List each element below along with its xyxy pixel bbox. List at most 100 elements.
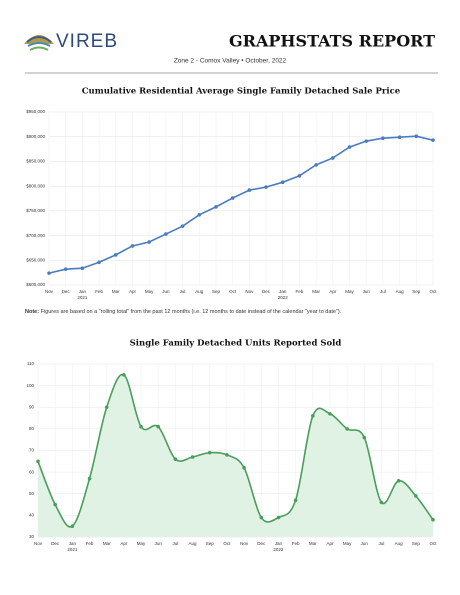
x-tick-label: Oct xyxy=(429,289,437,294)
y-tick-label: 110 xyxy=(27,361,35,366)
x-tick-label: Dec xyxy=(257,541,266,546)
x-tick-label: Jun xyxy=(363,289,371,294)
x-tick-label: Apr xyxy=(329,289,337,294)
y-tick-label: $900,000 xyxy=(26,134,45,139)
x-year-label: 2022 xyxy=(273,547,284,552)
x-tick-label: Aug xyxy=(195,289,204,294)
x-tick-label: Jun xyxy=(155,541,163,546)
x-tick-label: Apr xyxy=(120,541,128,546)
point xyxy=(276,515,281,520)
note: Note: Figures are based on a "rolling to… xyxy=(25,309,342,315)
point xyxy=(297,173,302,178)
x-tick-label: Jan xyxy=(69,541,77,546)
point xyxy=(396,478,401,483)
point xyxy=(122,373,126,377)
point xyxy=(53,502,57,507)
point xyxy=(104,405,109,410)
x-tick-label: Mar xyxy=(103,541,111,546)
y-tick-label: 70 xyxy=(29,448,35,453)
x-tick-label: Apr xyxy=(129,289,137,294)
y-tick-label: $600,000 xyxy=(26,282,45,287)
point xyxy=(328,411,332,416)
point xyxy=(190,455,195,459)
x-tick-label: Feb xyxy=(292,541,300,546)
area-line xyxy=(37,373,434,528)
point xyxy=(310,414,315,418)
x-tick-label: Nov xyxy=(45,289,54,294)
y-tick-label: 50 xyxy=(29,491,35,496)
x-tick-label: Jul xyxy=(379,541,385,546)
point xyxy=(113,253,118,257)
x-tick-label: Mar xyxy=(312,289,320,294)
y-tick-label: 90 xyxy=(29,404,35,409)
point xyxy=(264,185,268,189)
point xyxy=(97,260,101,265)
x-tick-label: May xyxy=(343,541,352,546)
point xyxy=(362,435,367,440)
point xyxy=(36,459,40,464)
point xyxy=(63,267,68,271)
x-tick-label: Dec xyxy=(62,289,71,294)
x-tick-label: Sep xyxy=(412,289,421,294)
chart-title: Single Family Detached Units Reported So… xyxy=(130,339,342,349)
x-tick-label: Aug xyxy=(396,289,405,294)
point xyxy=(139,424,143,429)
x-tick-label: Oct xyxy=(229,289,237,294)
x-tick-label: Jul xyxy=(380,289,386,294)
y-tick-label: $650,000 xyxy=(26,257,45,262)
x-tick-label: Mar xyxy=(112,289,120,294)
point xyxy=(364,139,369,143)
y-tick-label: $750,000 xyxy=(26,208,45,213)
x-tick-label: Jan xyxy=(275,541,283,546)
x-year-label: 2021 xyxy=(67,547,78,552)
point xyxy=(414,494,418,498)
point xyxy=(70,524,75,528)
x-tick-label: May xyxy=(345,289,354,294)
x-tick-label: Aug xyxy=(395,541,404,546)
point xyxy=(379,500,384,505)
y-tick-label: 80 xyxy=(29,426,35,431)
point xyxy=(280,180,285,184)
point xyxy=(347,145,352,149)
point xyxy=(293,498,298,503)
point xyxy=(173,457,178,461)
y-tick-label: 30 xyxy=(29,534,35,539)
point xyxy=(397,135,402,140)
point xyxy=(197,213,202,217)
x-tick-label: Mar xyxy=(309,541,317,546)
x-tick-label: Apr xyxy=(326,541,334,546)
x-tick-label: Dec xyxy=(262,289,271,294)
logo-text: VIREB xyxy=(56,31,118,52)
point xyxy=(345,427,349,431)
point xyxy=(87,476,92,481)
note-label: Note: xyxy=(25,309,39,315)
point xyxy=(431,138,435,142)
point xyxy=(207,450,212,455)
x-tick-label: Feb xyxy=(95,289,103,294)
logo-icon xyxy=(24,35,54,51)
x-tick-label: Nov xyxy=(240,541,249,546)
point xyxy=(431,517,435,522)
x-year-label: 2022 xyxy=(278,295,289,300)
y-tick-label: $850,000 xyxy=(26,159,45,164)
x-tick-label: Sep xyxy=(412,541,421,546)
point xyxy=(230,196,235,200)
x-tick-label: Oct xyxy=(223,541,231,546)
point xyxy=(130,244,135,248)
area-fill xyxy=(38,374,433,537)
x-tick-label: May xyxy=(145,289,154,294)
point xyxy=(259,515,264,520)
y-tick-label: 40 xyxy=(29,513,35,518)
x-tick-label: Jan xyxy=(279,289,287,294)
point xyxy=(314,163,318,167)
y-tick-label: 60 xyxy=(29,469,35,474)
x-tick-label: Dec xyxy=(51,541,60,546)
point xyxy=(47,271,51,275)
point xyxy=(164,232,168,236)
x-tick-label: Nov xyxy=(245,289,254,294)
report-subtitle: Zone 2 - Comox Valley • October, 2022 xyxy=(174,58,287,65)
x-tick-label: Jun xyxy=(162,289,170,294)
x-tick-label: Nov xyxy=(34,541,43,546)
x-tick-label: Sep xyxy=(212,289,221,294)
